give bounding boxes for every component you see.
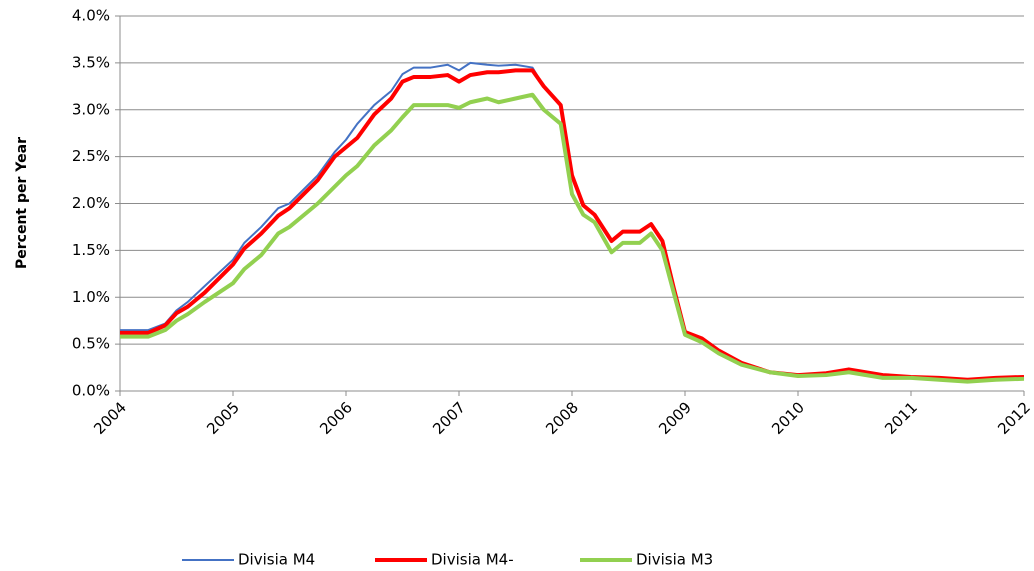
- x-tick-label: 2007: [429, 398, 469, 438]
- y-tick-label: 0.0%: [72, 382, 110, 400]
- legend-label: Divisia M4: [238, 551, 315, 569]
- y-tick-label: 3.0%: [72, 100, 110, 118]
- y-tick-label: 4.0%: [72, 7, 110, 25]
- series-line: [120, 68, 1025, 382]
- y-tick-label: 1.0%: [72, 288, 110, 306]
- legend-label: Divisia M4-: [431, 551, 514, 569]
- x-tick-label: 2004: [90, 398, 130, 438]
- legend-label: Divisia M3: [636, 551, 713, 569]
- x-tick-label: 2005: [203, 398, 243, 438]
- x-tick-label: 2011: [881, 398, 921, 438]
- series-line: [120, 92, 1025, 384]
- y-tick-label: 2.5%: [72, 147, 110, 165]
- x-tick-label: 2009: [655, 398, 695, 438]
- x-tick-label: 2012: [994, 398, 1034, 438]
- x-tick-label: 2008: [542, 398, 582, 438]
- y-axis-label: Percent per Year: [14, 137, 30, 269]
- y-tick-label: 2.0%: [72, 194, 110, 212]
- y-tick-label: 3.5%: [72, 53, 110, 71]
- series-line: [120, 61, 1025, 381]
- y-tick-label: 0.5%: [72, 335, 110, 353]
- y-tick-label: 1.5%: [72, 241, 110, 259]
- x-tick-label: 2006: [316, 398, 356, 438]
- x-tick-label: 2010: [768, 398, 808, 438]
